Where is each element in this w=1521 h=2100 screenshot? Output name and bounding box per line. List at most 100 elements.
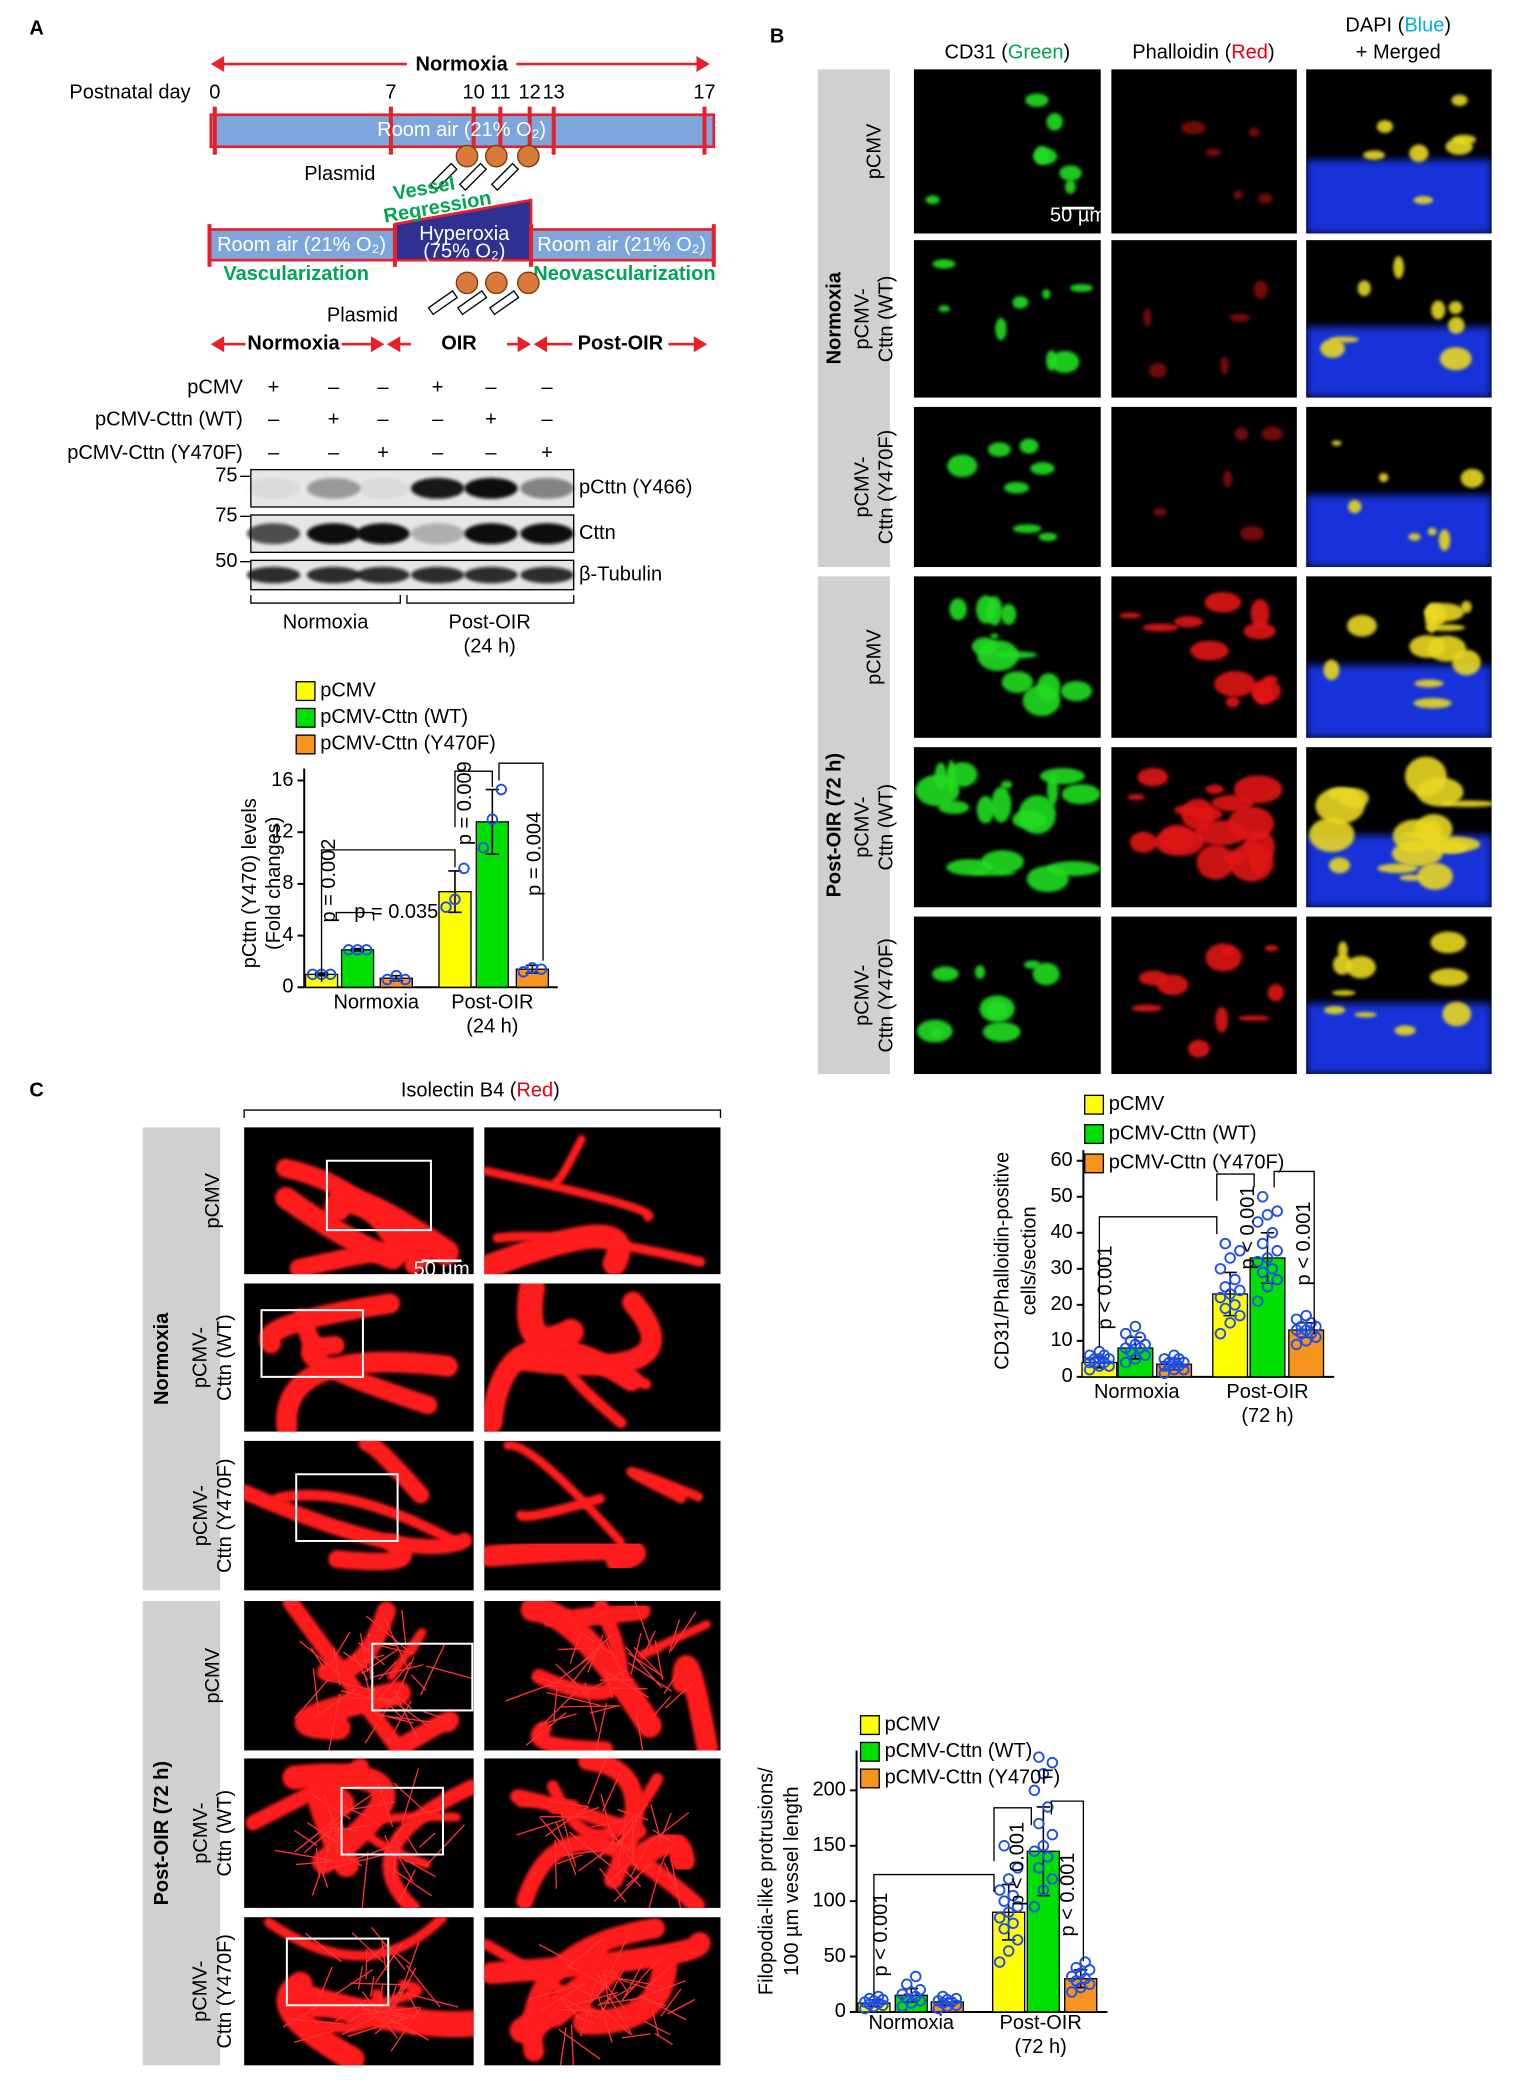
- sign: –: [485, 442, 497, 464]
- data-point: [1168, 1349, 1180, 1361]
- data-point: [1256, 1266, 1269, 1279]
- bar-label: Hyperoxia: [419, 223, 510, 245]
- y-tick-label: 20: [1050, 1293, 1072, 1315]
- signal: [931, 966, 959, 982]
- signal: [1425, 836, 1481, 853]
- image-content: [259, 1293, 458, 1432]
- data-point: [1290, 1313, 1303, 1325]
- signal: [1253, 681, 1274, 706]
- filopodia: [390, 2006, 422, 2052]
- data-point: [1033, 1817, 1045, 1830]
- day-number: 11: [490, 82, 511, 104]
- filopodia: [335, 1826, 340, 1864]
- image-content: [484, 1283, 663, 1432]
- filopodia: [601, 1974, 659, 1987]
- p-value: p = 0.004: [523, 812, 545, 896]
- signal: [1399, 874, 1423, 881]
- data-point: [1252, 1255, 1264, 1268]
- vessel: [510, 1789, 647, 1839]
- filopodia: [393, 1657, 415, 1702]
- filopodia: [625, 1863, 652, 1887]
- signal: [1223, 850, 1246, 865]
- image-content: [915, 759, 1101, 893]
- x-tick-label: Normoxia: [868, 2012, 954, 2034]
- signal: [1127, 794, 1145, 801]
- significance-bracket: [498, 762, 544, 961]
- x-tick-label: (72 h): [1015, 2036, 1067, 2058]
- legend-label: pCMV-Cttn (Y470F): [320, 733, 496, 755]
- signal: [1267, 984, 1285, 1002]
- filopodia: [410, 1674, 427, 1691]
- filopodia: [347, 2010, 366, 2023]
- signal: [1409, 144, 1429, 163]
- vessel: [358, 1440, 430, 1504]
- signal: [1225, 696, 1240, 708]
- data-point: [1046, 1828, 1059, 1841]
- data-point: [998, 1840, 1010, 1852]
- micrograph: [1306, 406, 1492, 568]
- micrograph: [244, 1917, 474, 2066]
- filopodia: [589, 1705, 618, 1714]
- y-tick-label: 0: [282, 976, 293, 998]
- micrograph: [244, 1127, 474, 1275]
- room-air-bar: [208, 228, 397, 262]
- image-content: [1306, 94, 1492, 234]
- data-point: [1037, 1840, 1050, 1852]
- filopodia: [663, 1671, 680, 1694]
- filopodia: [525, 1711, 567, 1746]
- vessel: [275, 1186, 404, 1270]
- significance-bracket: [320, 849, 456, 982]
- signal: [1417, 862, 1453, 890]
- vessel: [524, 1935, 612, 2047]
- syringe: [427, 290, 459, 316]
- signal: [995, 317, 1007, 341]
- filopodia: [399, 1941, 420, 1995]
- signal: [1332, 990, 1356, 996]
- vessel: [272, 1489, 465, 1550]
- filopodia: [609, 1934, 630, 1975]
- signal: [1000, 603, 1017, 625]
- data-point: [1229, 1273, 1241, 1286]
- blot-band: [410, 566, 465, 584]
- zoom-box: [260, 1309, 364, 1378]
- data-point: [1224, 1252, 1236, 1264]
- filopodia: [563, 1997, 598, 2019]
- data-point: [1119, 1356, 1132, 1369]
- data-point: [1266, 1227, 1279, 1239]
- header-color-word: Blue: [1404, 15, 1444, 37]
- image-bg: [1111, 69, 1297, 234]
- vessel: [578, 1758, 645, 1889]
- micrograph: [1306, 69, 1492, 234]
- micrograph: [1306, 576, 1492, 738]
- filopodia: [392, 2024, 416, 2036]
- data-point: [1261, 1209, 1274, 1221]
- filopodia: [599, 1969, 624, 2018]
- signal: [947, 454, 978, 478]
- legend-label: pCMV: [1109, 1093, 1165, 1115]
- data-point: [1046, 1756, 1059, 1769]
- filopodia: [599, 1867, 627, 1903]
- condition-label: pCMV-Cttn (Y470F): [67, 442, 243, 464]
- data-point: [914, 1984, 926, 1996]
- condition-label: pCMV-Cttn (WT): [95, 409, 243, 431]
- filopodia: [310, 1647, 325, 1668]
- signal: [1012, 524, 1042, 534]
- filopodia: [544, 1805, 590, 1837]
- bar-label: Room air (21% O₂): [377, 119, 546, 141]
- vessel: [671, 1655, 718, 1751]
- signal: [1204, 591, 1242, 613]
- blot-band: [520, 477, 574, 499]
- signal: [1131, 1004, 1163, 1012]
- filopodia: [390, 2018, 430, 2041]
- filopodia: [370, 1685, 402, 1718]
- signal: [1448, 316, 1465, 334]
- filopodia: [385, 1863, 432, 1897]
- filopodia: [425, 1824, 465, 1867]
- micrograph: [244, 1440, 474, 1591]
- data-point: [1256, 1191, 1269, 1203]
- x-tick-label: Post-OIR: [1000, 2012, 1082, 2034]
- filopodia: [323, 1793, 338, 1835]
- data-point: [477, 841, 490, 854]
- row-label: pCMV-: [190, 1327, 212, 1388]
- data-point: [1266, 1263, 1279, 1275]
